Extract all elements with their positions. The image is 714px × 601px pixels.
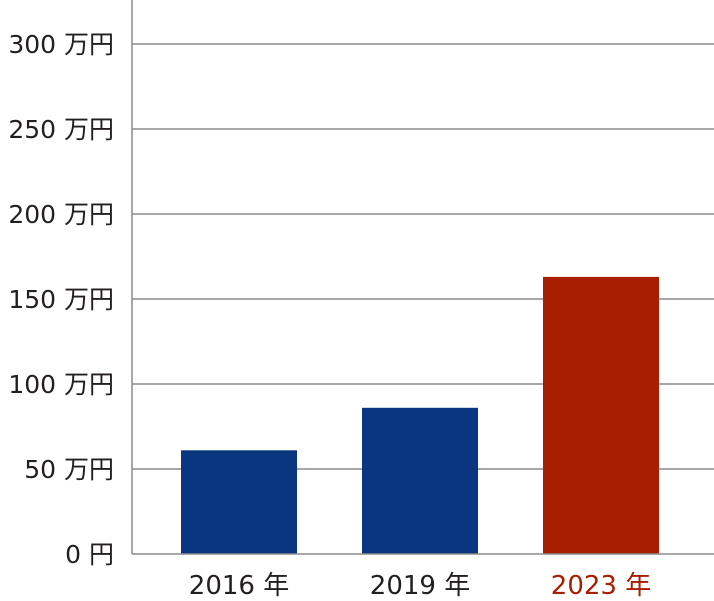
x-category-label: 2016 年 (189, 571, 289, 601)
y-tick-label: 200 万円 (8, 200, 114, 229)
y-tick-label: 250 万円 (8, 115, 114, 144)
x-category-label: 2019 年 (370, 571, 470, 601)
y-tick-label: 150 万円 (8, 285, 114, 314)
bar-1 (181, 450, 297, 554)
y-tick-label: 100 万円 (8, 370, 114, 399)
y-tick-label: 300 万円 (8, 30, 114, 59)
bar-3 (543, 276, 659, 554)
x-category-labels: 2016 年 2019 年 2023 年 (189, 571, 651, 601)
bar-2 (362, 407, 478, 554)
bars (181, 276, 659, 554)
x-category-label: 2023 年 (551, 571, 651, 601)
y-tick-label: 0 円 (65, 540, 114, 569)
y-tick-labels: 0 円 50 万円 100 万円 150 万円 200 万円 250 万円 300 万円 (8, 30, 114, 569)
axes (131, 0, 714, 555)
y-tick-label: 50 万円 (24, 455, 114, 484)
